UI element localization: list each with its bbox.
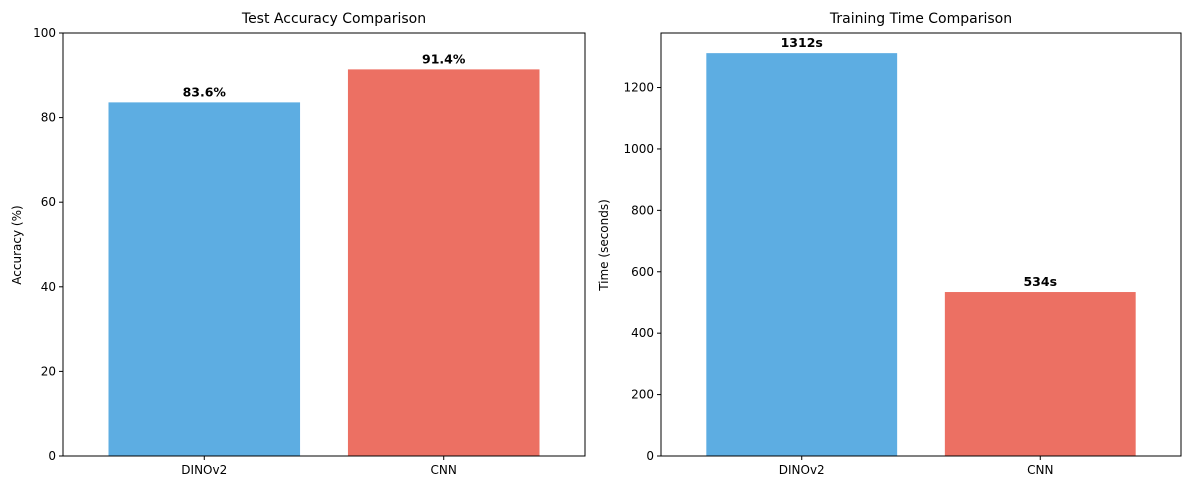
x-tick-label: CNN [1027,463,1053,477]
plot-frame [62,32,586,457]
x-tick-label: DINOv2 [181,463,227,477]
chart-title: Training Time Comparison [829,11,1012,27]
y-tick-label: 100 [33,26,56,40]
y-axis-label: Accuracy (%) [10,205,24,284]
y-tick-label: 200 [631,388,654,402]
y-tick-label: 600 [631,265,654,279]
x-tick-label: DINOv2 [779,463,825,477]
accuracy-chart: Test Accuracy Comparison Accuracy (%) 83… [10,11,586,477]
data-label: 91.4% [422,51,466,66]
chart-title: Test Accuracy Comparison [241,11,426,27]
bar-cnn [944,292,1136,456]
y-tick-label: 80 [41,111,56,125]
y-tick-label: 1000 [623,142,654,156]
data-label: 534s [1023,274,1057,289]
y-tick-label: 0 [48,449,56,463]
y-tick-label: 0 [646,449,654,463]
training-time-chart: Training Time Comparison Time (seconds) … [597,11,1182,477]
y-tick-label: 60 [41,195,56,209]
data-label: 1312s [781,35,823,50]
y-axis-label: Time (seconds) [597,199,611,292]
plot-frame [660,32,1182,457]
y-tick-label: 800 [631,203,654,217]
y-tick-label: 400 [631,326,654,340]
bar-dinov2 [706,53,898,457]
y-tick-label: 20 [41,364,56,378]
bar-cnn [347,69,540,457]
bar-dinov2 [108,102,301,456]
y-tick-label: 1200 [623,81,654,95]
y-tick-label: 40 [41,280,56,294]
data-label: 83.6% [183,84,227,99]
x-tick-label: CNN [431,463,457,477]
